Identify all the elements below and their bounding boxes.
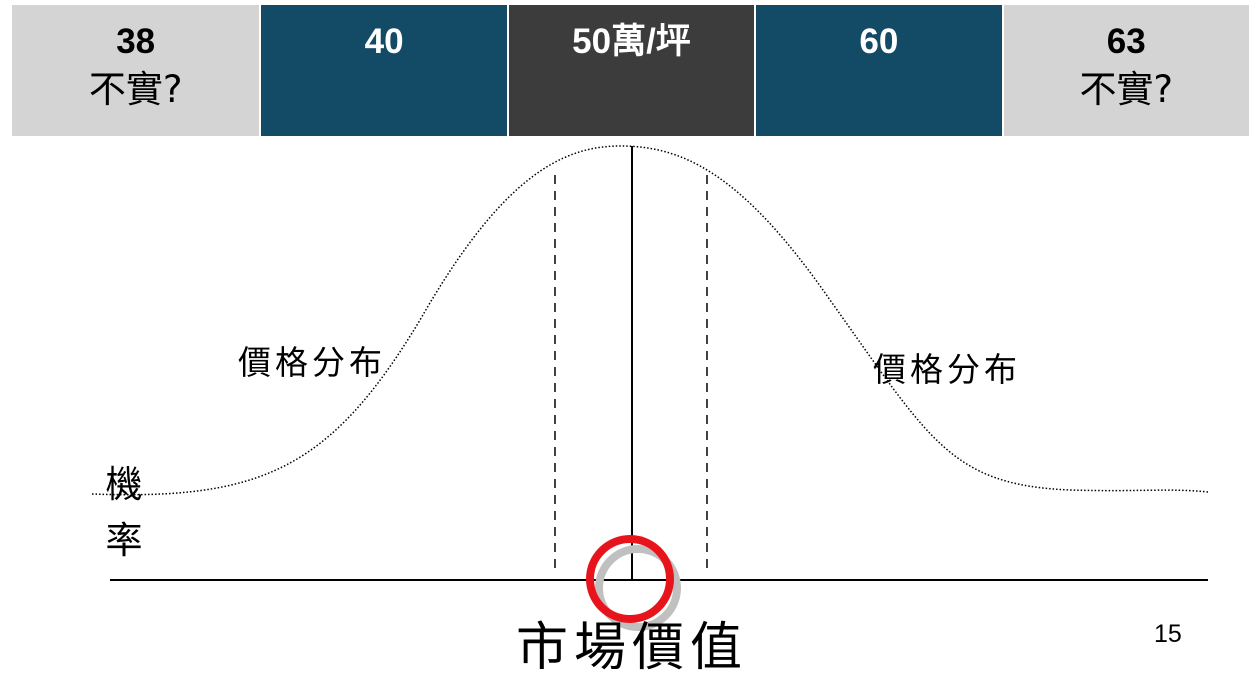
curve-label-left: 價格分布 [238, 343, 386, 382]
price-cell-lower-range: 40 [259, 5, 507, 136]
price-note: 不實? [88, 68, 183, 111]
price-value: 60 [859, 22, 899, 61]
price-cell-high-outlier: 63 不實? [1001, 5, 1249, 136]
page-number: 15 [1154, 620, 1182, 648]
price-note: 不實? [1079, 68, 1174, 111]
price-value: 63 [1106, 22, 1146, 61]
x-axis-label: 市場價值 [516, 618, 749, 678]
price-value: 40 [364, 22, 404, 61]
price-cell-low-outlier: 38 不實? [12, 5, 260, 136]
highlight-circle-shadow [595, 545, 681, 631]
distribution-curve [91, 145, 1209, 496]
y-axis-label: 機 率 [105, 463, 143, 562]
curve-label-right: 價格分布 [873, 350, 1021, 389]
price-band: 38 不實? 40 50萬/坪 60 63 不實? [12, 5, 1249, 136]
price-value: 50萬/坪 [572, 22, 691, 61]
highlight-circle [586, 535, 674, 623]
price-value: 38 [116, 22, 156, 61]
price-cell-upper-range: 60 [754, 5, 1002, 136]
price-cell-center: 50萬/坪 [506, 5, 755, 136]
